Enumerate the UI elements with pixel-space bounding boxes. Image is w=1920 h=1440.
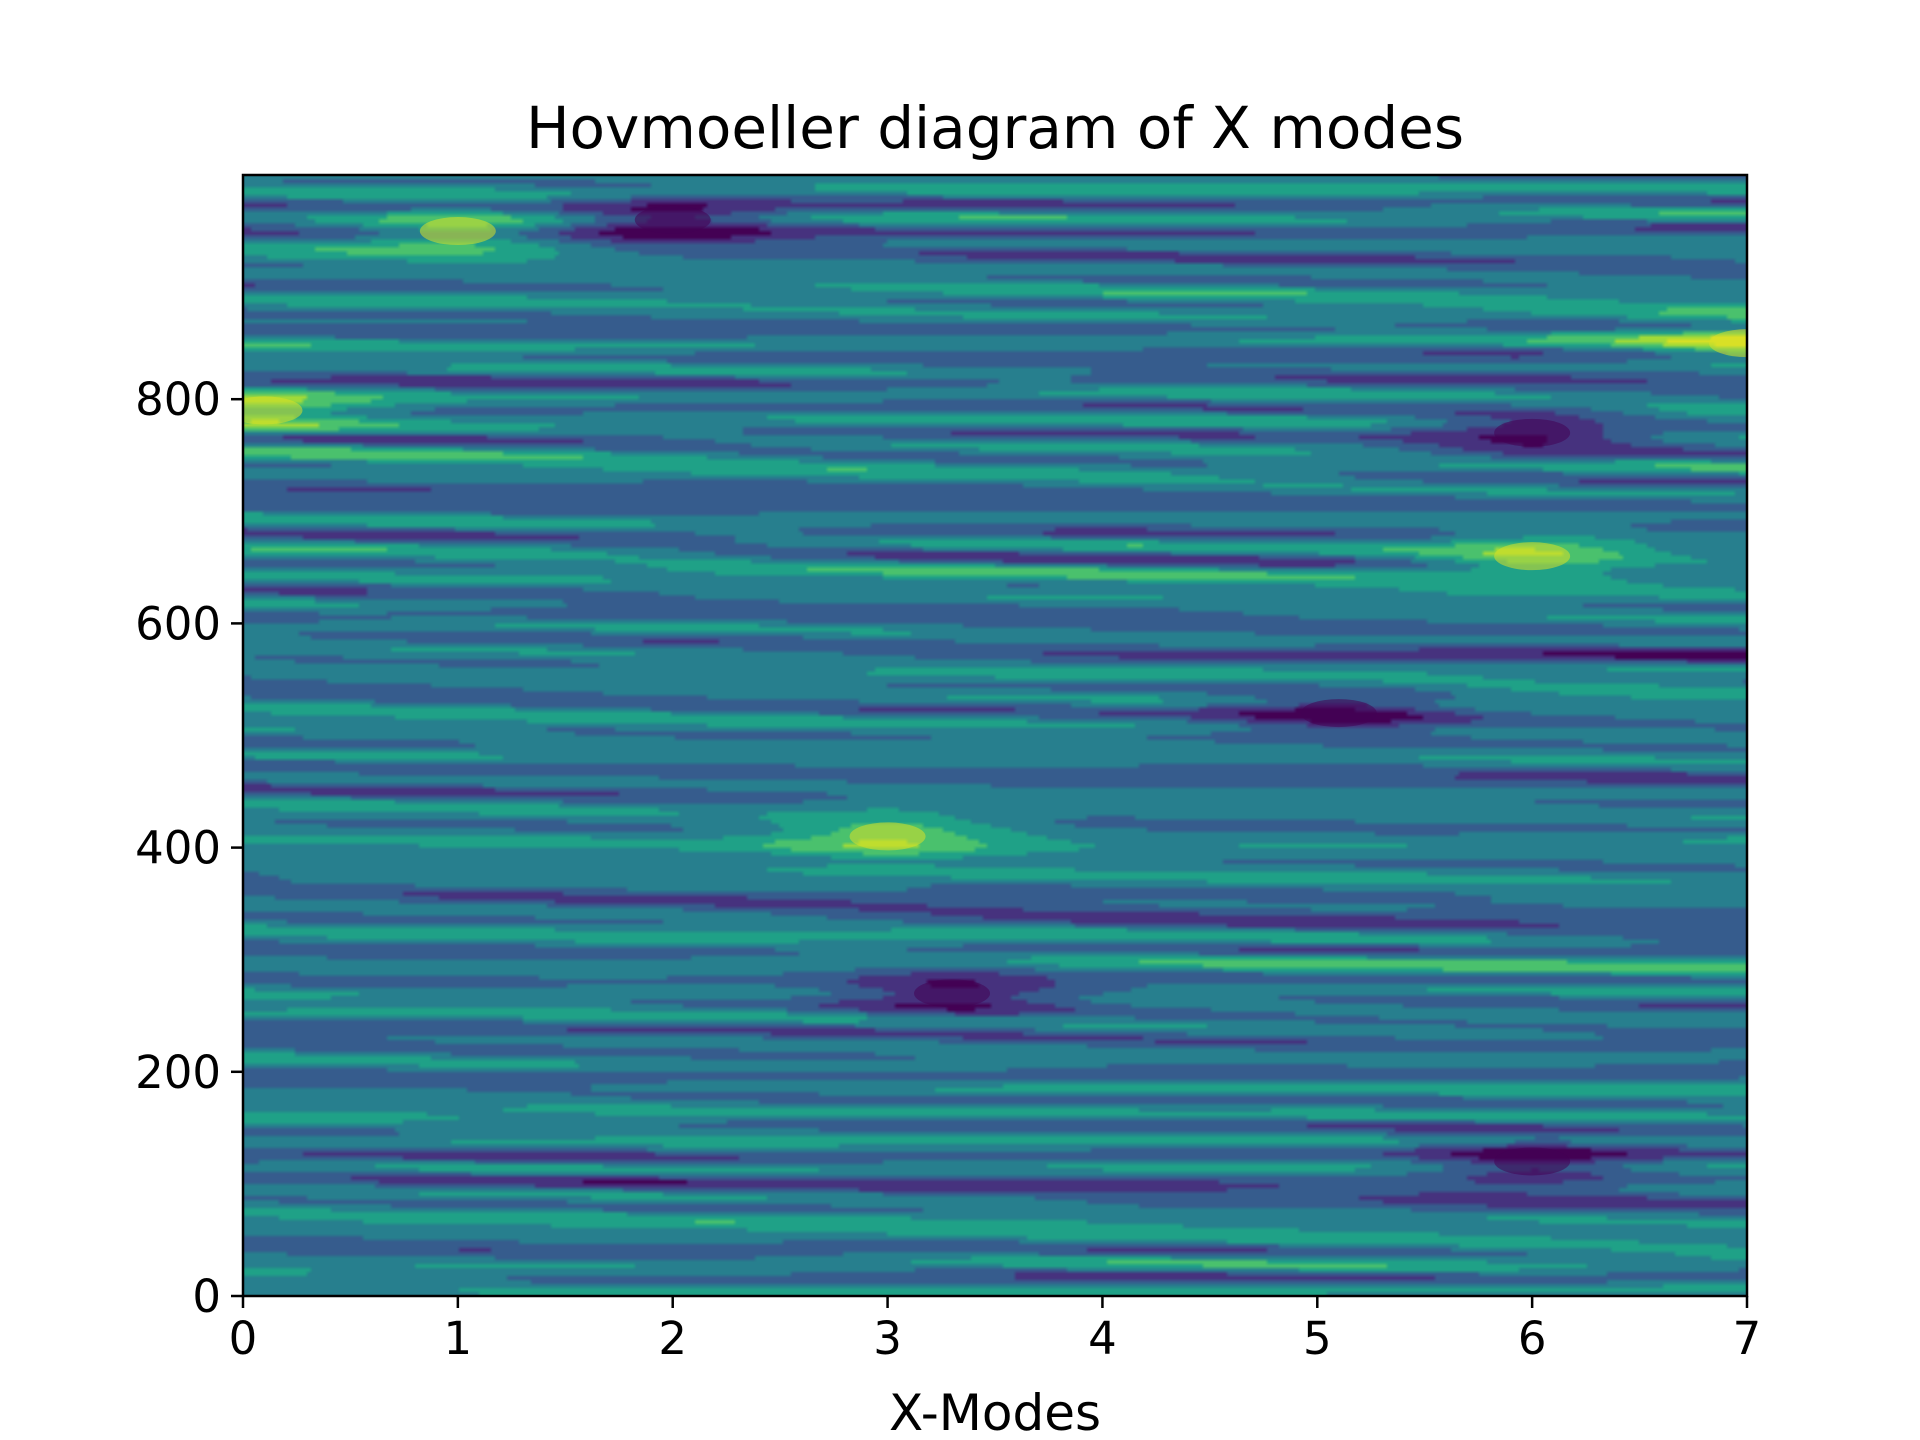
x-tick-label: 2 [658, 1312, 687, 1365]
x-tick-label: 5 [1303, 1312, 1332, 1365]
x-tick-label: 3 [873, 1312, 902, 1365]
contour-peak [1709, 329, 1747, 358]
chart-title: Hovmoeller diagram of X modes [526, 94, 1464, 162]
plot-frame [241, 173, 1749, 1298]
contour-trough [1300, 699, 1377, 728]
x-tick-label: 0 [229, 1312, 258, 1365]
feature-markers [243, 205, 1747, 1176]
x-tick-label: 4 [1088, 1312, 1117, 1365]
x-tick-label: 1 [444, 1312, 473, 1365]
contour-peak [243, 396, 303, 425]
contour-field [243, 175, 1747, 1296]
x-tick-label: 7 [1733, 1312, 1762, 1365]
contour-trough [914, 979, 991, 1008]
contour-peak [419, 217, 496, 246]
plot-area [241, 173, 1749, 1298]
contour-trough [1494, 418, 1571, 447]
x-axis-label: X-Modes [889, 1384, 1101, 1440]
y-tick-label: 800 [135, 373, 221, 426]
y-tick-label: 200 [135, 1046, 221, 1099]
x-axis: 0 1 2 3 4 5 6 7 [229, 1296, 1762, 1365]
contour-trough [1494, 1147, 1571, 1176]
contour-trough [634, 205, 711, 234]
y-axis: 0 200 400 600 800 [135, 373, 243, 1323]
contour-peak [1494, 542, 1571, 571]
x-tick-label: 6 [1518, 1312, 1547, 1365]
y-tick-label: 0 [192, 1270, 221, 1323]
y-tick-label: 400 [135, 822, 221, 875]
contour-peak [849, 822, 926, 851]
y-tick-label: 600 [135, 597, 221, 650]
